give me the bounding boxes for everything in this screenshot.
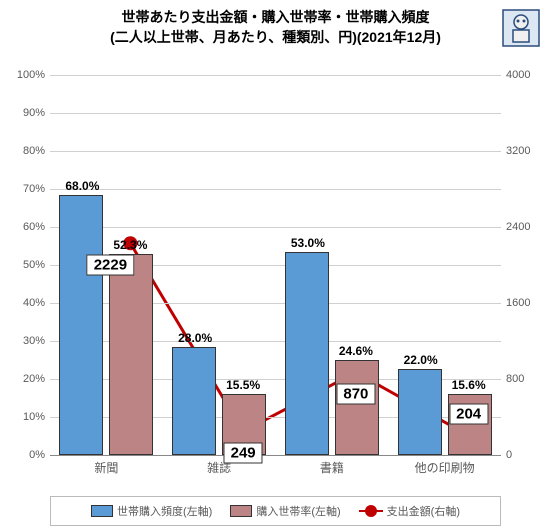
bar-rate (109, 254, 153, 455)
bar-rate (335, 360, 379, 455)
legend: 世帯購入頻度(左軸) 購入世帯率(左軸) 支出金額(右軸) (50, 496, 501, 526)
y-left-tick: 50% (10, 259, 45, 271)
bar-value-label: 15.6% (452, 378, 486, 392)
y-left-tick: 80% (10, 145, 45, 157)
plot-area: 0%10%20%30%40%50%60%70%80%90%100%0800160… (50, 75, 501, 456)
x-axis-label: 他の印刷物 (388, 455, 501, 476)
x-axis-label: 書籍 (276, 455, 389, 476)
bar-group: 他の印刷物 (388, 75, 501, 455)
line-value-label: 204 (449, 403, 488, 424)
title-line-2: (二人以上世帯、月あたり、種類別、円)(2021年12月) (0, 28, 551, 48)
bar-frequency (59, 195, 103, 455)
legend-item-line: 支出金額(右軸) (359, 503, 460, 519)
x-axis-label: 新聞 (50, 455, 163, 476)
y-left-tick: 60% (10, 221, 45, 233)
legend-item-bar1: 世帯購入頻度(左軸) (91, 503, 212, 519)
bar-value-label: 53.0% (291, 236, 325, 250)
legend-item-bar2: 購入世帯率(左軸) (230, 503, 340, 519)
bar-value-label: 52.3% (113, 238, 147, 252)
y-right-tick: 0 (506, 449, 541, 461)
y-right-tick: 2400 (506, 221, 541, 233)
legend-label-bar2: 購入世帯率(左軸) (256, 503, 340, 519)
logo-icon (501, 8, 541, 48)
chart-container: 世帯あたり支出金額・購入世帯率・世帯購入頻度 (二人以上世帯、月あたり、種類別、… (0, 0, 551, 532)
bar-frequency (285, 252, 329, 455)
legend-swatch-bar2 (230, 505, 252, 517)
title-line-1: 世帯あたり支出金額・購入世帯率・世帯購入頻度 (0, 8, 551, 28)
y-left-tick: 90% (10, 107, 45, 119)
y-left-tick: 100% (10, 69, 45, 81)
bar-value-label: 68.0% (65, 179, 99, 193)
chart-title: 世帯あたり支出金額・購入世帯率・世帯購入頻度 (二人以上世帯、月あたり、種類別、… (0, 0, 551, 47)
legend-swatch-bar1 (91, 505, 113, 517)
y-left-tick: 10% (10, 411, 45, 423)
y-right-tick: 4000 (506, 69, 541, 81)
y-left-tick: 70% (10, 183, 45, 195)
bar-frequency (398, 369, 442, 455)
legend-swatch-line (359, 510, 383, 512)
bar-value-label: 22.0% (404, 353, 438, 367)
y-left-tick: 30% (10, 335, 45, 347)
bar-value-label: 15.5% (226, 378, 260, 392)
line-value-label: 249 (224, 443, 263, 464)
y-right-tick: 1600 (506, 297, 541, 309)
legend-label-line: 支出金額(右軸) (387, 503, 460, 519)
y-right-tick: 800 (506, 373, 541, 385)
bar-value-label: 28.0% (178, 331, 212, 345)
bar-group: 雑誌 (163, 75, 276, 455)
legend-label-bar1: 世帯購入頻度(左軸) (117, 503, 212, 519)
y-left-tick: 0% (10, 449, 45, 461)
y-right-tick: 3200 (506, 145, 541, 157)
line-value-label: 870 (336, 384, 375, 405)
bar-frequency (172, 347, 216, 455)
bar-value-label: 24.6% (339, 344, 373, 358)
y-left-tick: 40% (10, 297, 45, 309)
line-value-label: 2229 (87, 255, 134, 276)
y-left-tick: 20% (10, 373, 45, 385)
